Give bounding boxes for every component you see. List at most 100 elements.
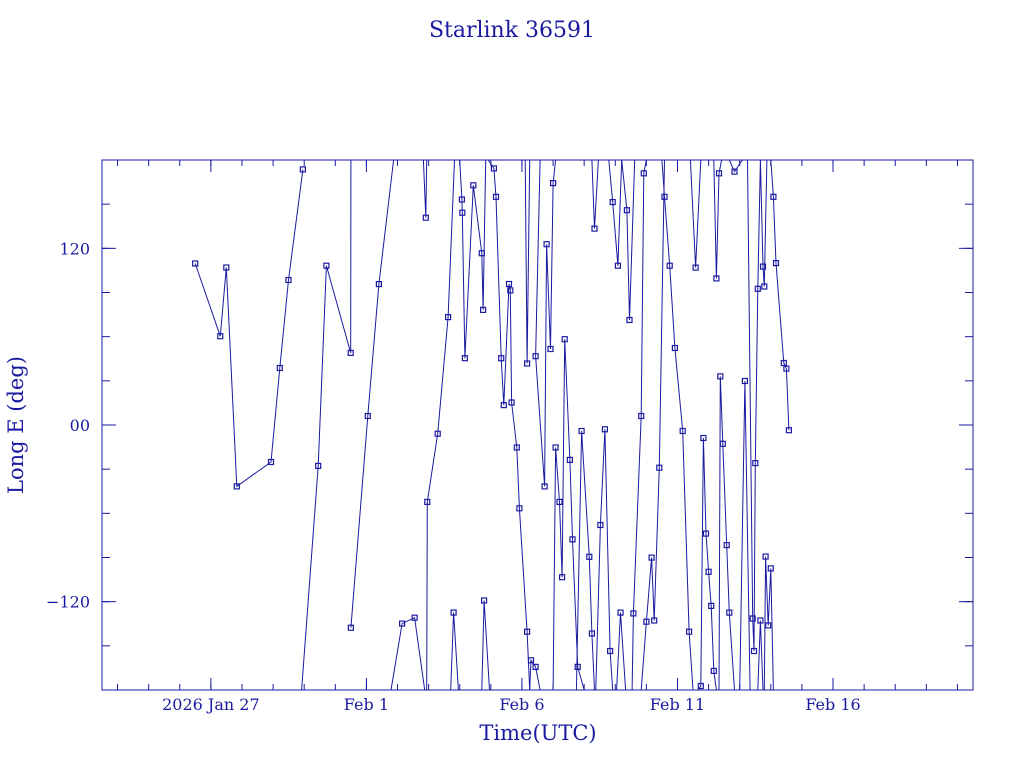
data-point-marker — [478, 250, 485, 257]
track-segment — [422, 160, 428, 218]
track-segment — [529, 658, 541, 690]
track-segment — [763, 556, 774, 690]
track-segment — [621, 160, 636, 321]
data-point-marker — [490, 165, 497, 172]
data-point-marker — [705, 568, 712, 575]
y-axis-ticks: −120 00 120 — [46, 239, 973, 612]
data-point-marker — [556, 498, 563, 505]
data-point-marker — [623, 207, 631, 214]
data-point-marker — [651, 617, 658, 624]
data-point-marker — [552, 444, 559, 451]
data-point-marker — [445, 314, 452, 321]
data-point-marker — [715, 170, 723, 177]
data-point-marker — [731, 168, 738, 175]
data-point-marker — [459, 209, 466, 216]
chart-title: Starlink 36591 — [429, 18, 595, 43]
data-point-marker — [767, 565, 774, 572]
track-segment — [713, 160, 723, 279]
data-point-marker — [523, 360, 531, 367]
data-point-marker — [492, 193, 500, 200]
track-segment — [747, 160, 761, 652]
track-segment — [194, 169, 304, 488]
data-point-marker — [754, 285, 761, 292]
plot-frame — [101, 159, 974, 691]
data-point-marker — [640, 170, 647, 177]
data-point-marker — [757, 617, 764, 624]
data-point-marker — [399, 620, 406, 627]
track-segment — [739, 380, 751, 690]
track-segment — [728, 160, 743, 173]
track-segment — [631, 160, 647, 690]
data-point-marker — [285, 276, 292, 284]
data-point-marker — [523, 628, 531, 635]
data-point-marker — [783, 365, 790, 372]
track-segment — [535, 160, 557, 487]
x-axis-label: Time(UTC) — [479, 721, 596, 745]
data-point-marker — [661, 193, 668, 200]
data-point-marker — [752, 460, 759, 467]
track-segment — [487, 160, 531, 690]
data-point-marker — [508, 399, 515, 406]
data-point-marker — [424, 498, 431, 505]
track-segment — [718, 376, 735, 690]
data-point-marker — [617, 609, 624, 616]
track-segment — [524, 160, 531, 364]
data-point-marker — [267, 458, 275, 466]
track-segment — [459, 160, 487, 359]
data-point-marker — [532, 663, 539, 671]
y-tick-label: 120 — [59, 239, 90, 258]
data-point-marker — [547, 345, 554, 353]
data-point-marker — [532, 353, 539, 360]
data-point-marker — [609, 199, 616, 206]
data-point-marker — [597, 521, 604, 529]
data-point-marker — [561, 336, 568, 343]
data-point-marker — [770, 193, 777, 200]
data-point-marker — [656, 464, 663, 471]
data-point-marker — [323, 262, 330, 269]
minor-ticks — [102, 160, 973, 690]
data-point-marker — [541, 483, 548, 490]
data-point-marker — [588, 630, 596, 637]
x-tick-label: Feb 11 — [650, 695, 705, 714]
track-segment — [757, 620, 764, 690]
track-segment — [661, 160, 694, 690]
y-tick-label: 00 — [70, 416, 90, 435]
data-point-marker — [364, 412, 371, 420]
data-point-marker — [780, 359, 787, 367]
data-point-marker — [750, 647, 758, 655]
track-segment — [770, 160, 790, 431]
y-tick-label: −120 — [46, 593, 90, 612]
x-tick-label: 2026 Jan 27 — [162, 695, 260, 714]
data-point-marker — [702, 530, 710, 537]
data-point-marker — [498, 355, 505, 362]
data-point-marker — [759, 263, 767, 270]
data-point-marker — [500, 402, 507, 409]
data-point-marker — [450, 609, 457, 616]
data-point-marker — [480, 306, 487, 313]
track-segment — [591, 160, 599, 229]
data-point-marker — [347, 624, 354, 631]
data-point-marker — [549, 180, 557, 187]
data-point-marker — [422, 214, 429, 221]
data-point-marker — [697, 682, 704, 690]
track-segment — [350, 160, 395, 628]
data-point-marker — [710, 667, 717, 675]
data-point-marker — [679, 427, 686, 435]
data-point-marker — [516, 505, 523, 512]
data-point-marker — [569, 536, 576, 543]
data-point-marker — [723, 541, 730, 549]
track-segment — [689, 160, 702, 268]
data-point-marker — [717, 373, 724, 380]
data-point-marker — [505, 280, 513, 288]
data-point-marker — [434, 430, 441, 437]
data-point-marker — [765, 622, 772, 629]
data-point-marker — [527, 657, 535, 664]
data-point-marker — [223, 264, 230, 271]
data-point-marker — [761, 283, 768, 290]
data-point-marker — [458, 196, 465, 203]
track-segment — [595, 429, 614, 690]
data-point-marker — [574, 663, 581, 671]
data-point-marker — [315, 462, 322, 469]
track-segment — [481, 600, 490, 690]
